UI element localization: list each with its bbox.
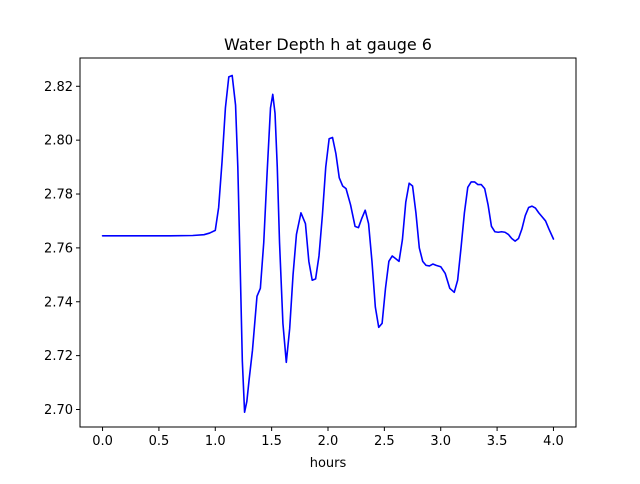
x-tick-label: 3.5 — [487, 434, 508, 449]
x-tick-label: 2.0 — [318, 434, 339, 449]
y-tick-label: 2.82 — [44, 80, 73, 95]
chart-title: Water Depth h at gauge 6 — [224, 35, 432, 54]
x-tick-label: 3.0 — [430, 434, 451, 449]
y-tick-label: 2.72 — [44, 349, 73, 364]
x-tick-label: 2.5 — [374, 434, 395, 449]
x-tick-label: 1.5 — [261, 434, 282, 449]
x-tick-label: 0.5 — [149, 434, 170, 449]
y-tick-label: 2.78 — [44, 188, 73, 203]
y-axis: 2.70 2.72 2.74 2.76 2.78 2.80 2.82 — [44, 80, 80, 418]
x-tick-label: 0.0 — [92, 434, 113, 449]
series-line-0 — [101, 74, 555, 413]
x-tick-label: 1.0 — [205, 434, 226, 449]
series-layer — [101, 74, 555, 413]
y-tick-label: 2.80 — [44, 134, 73, 149]
x-tick-label: 4.0 — [543, 434, 564, 449]
x-axis: 0.0 0.5 1.0 1.5 2.0 2.5 3.0 3.5 4.0 — [92, 427, 564, 449]
y-tick-label: 2.70 — [44, 403, 73, 418]
y-tick-label: 2.76 — [44, 241, 73, 256]
y-tick-label: 2.74 — [44, 295, 73, 310]
x-axis-label: hours — [310, 456, 347, 471]
